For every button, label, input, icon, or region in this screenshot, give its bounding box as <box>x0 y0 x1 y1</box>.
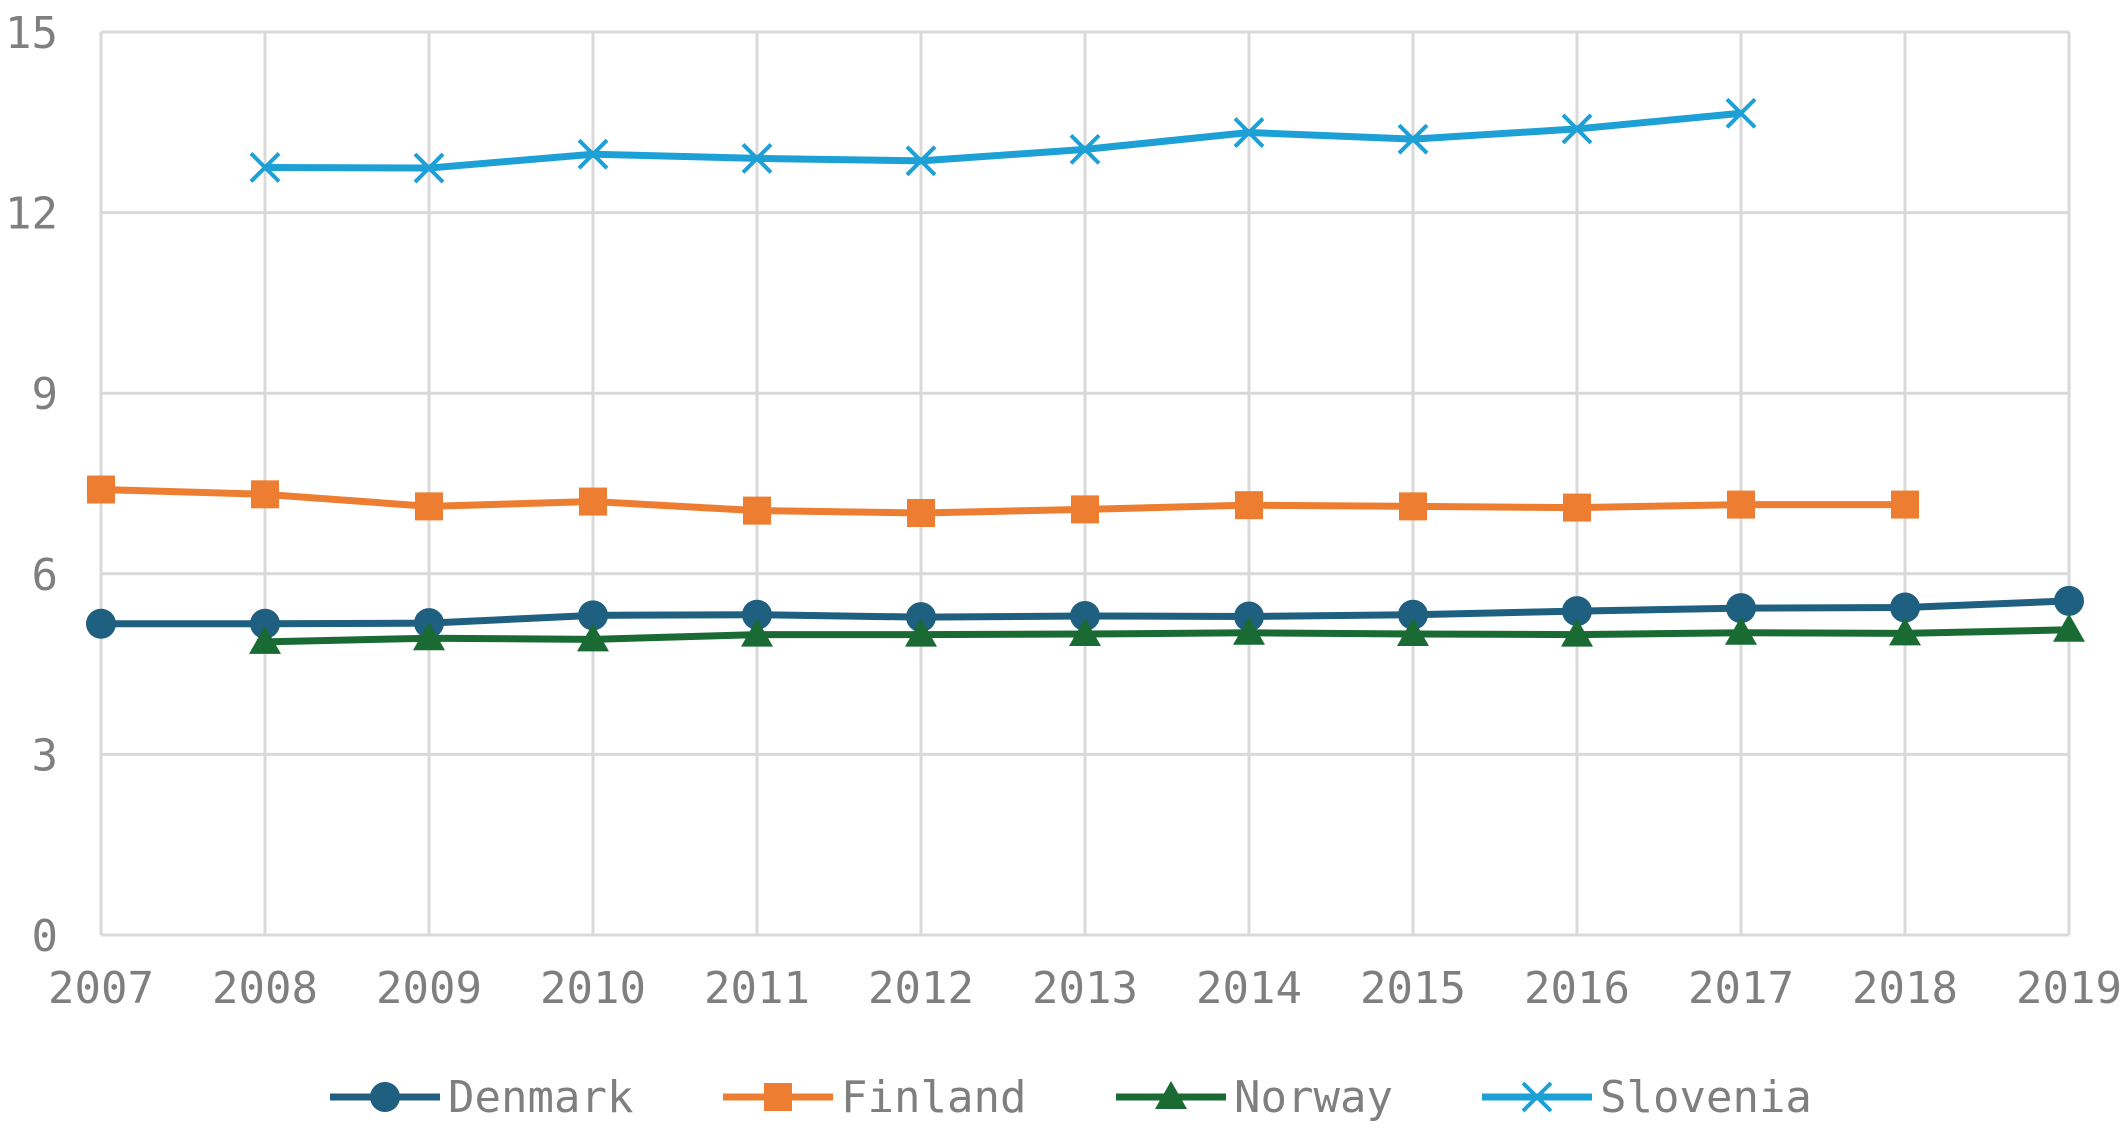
legend-item-denmark: Denmark <box>330 1072 633 1123</box>
data-point-finland <box>1563 493 1591 522</box>
data-point-denmark <box>1726 593 1756 624</box>
data-point-norway <box>1889 617 1921 646</box>
data-point-slovenia <box>1233 117 1265 148</box>
data-point-norway <box>2053 613 2085 642</box>
series-norway <box>249 613 2085 654</box>
data-point-slovenia <box>905 145 937 177</box>
series-line-finland <box>100 486 1905 517</box>
series-line-slovenia <box>264 109 1742 172</box>
data-point-denmark <box>250 608 280 639</box>
data-point-norway <box>577 623 609 652</box>
data-point-norway <box>1725 616 1757 645</box>
series-finland <box>87 475 1919 527</box>
x-tick-label: 2008 <box>212 963 318 1014</box>
data-point-norway <box>1561 618 1593 647</box>
legend: Denmark Finland Norway Slovenia <box>330 1072 1812 1123</box>
data-point-denmark <box>1562 596 1592 627</box>
data-point-norway <box>1397 618 1429 646</box>
x-tick-label: 2016 <box>1524 963 1630 1014</box>
legend-item-finland: Finland <box>723 1072 1026 1123</box>
data-point-denmark <box>1890 592 1920 623</box>
y-tick-label: 3 <box>32 730 59 781</box>
data-point-finland <box>907 498 935 527</box>
legend-marker-slovenia <box>1521 1081 1553 1113</box>
series-group <box>86 97 2085 654</box>
data-point-slovenia <box>1397 123 1429 155</box>
data-point-slovenia <box>741 143 773 174</box>
y-tick-label: 12 <box>5 189 58 240</box>
x-tick-label: 2010 <box>540 963 646 1014</box>
data-point-finland <box>87 475 115 504</box>
data-point-finland <box>1891 490 1919 519</box>
legend-label: Norway <box>1234 1072 1393 1123</box>
data-point-finland <box>415 492 443 521</box>
data-point-denmark <box>2054 585 2084 616</box>
data-point-denmark <box>742 599 772 630</box>
data-point-norway <box>1233 616 1265 645</box>
axes: 0 3 6 9 12 15 2007 2008 2009 2010 2011 2012 2013 2014… <box>5 8 2122 1014</box>
x-tick-label: 2015 <box>1360 963 1466 1014</box>
data-point-slovenia <box>1561 113 1593 145</box>
data-point-denmark <box>1398 599 1428 630</box>
x-tick-label: 2011 <box>704 963 810 1014</box>
data-point-denmark <box>1070 600 1100 631</box>
data-point-finland <box>579 487 607 516</box>
data-point-finland <box>743 496 771 525</box>
x-tick-label: 2018 <box>1852 963 1958 1014</box>
legend-marker-denmark <box>370 1082 400 1112</box>
legend-item-norway: Norway <box>1116 1072 1393 1123</box>
x-tick-label: 2009 <box>376 963 482 1014</box>
y-tick-label: 6 <box>32 550 59 601</box>
y-tick-label: 0 <box>32 911 59 962</box>
data-point-slovenia <box>577 138 609 170</box>
data-point-finland <box>1727 490 1755 519</box>
data-point-finland <box>1235 491 1263 520</box>
data-point-denmark <box>86 608 116 639</box>
y-tick-label: 9 <box>32 369 59 420</box>
data-point-denmark <box>578 600 608 631</box>
x-tick-label: 2013 <box>1032 963 1138 1014</box>
legend-label: Denmark <box>448 1072 633 1123</box>
legend-label: Slovenia <box>1600 1072 1812 1123</box>
data-point-finland <box>1071 495 1099 524</box>
data-point-finland <box>1399 492 1427 521</box>
data-point-norway <box>1069 618 1101 646</box>
grid <box>99 30 2071 935</box>
legend-item-slovenia: Slovenia <box>1482 1072 1812 1123</box>
x-tick-label: 2007 <box>48 963 154 1014</box>
x-tick-label: 2017 <box>1688 963 1794 1014</box>
legend-marker-finland <box>764 1083 792 1111</box>
x-tick-label: 2012 <box>868 963 974 1014</box>
data-point-denmark <box>906 602 936 633</box>
x-tick-label: 2014 <box>1196 963 1302 1014</box>
data-point-norway <box>741 618 773 647</box>
data-point-norway <box>905 618 937 647</box>
series-slovenia <box>249 97 1757 184</box>
y-tick-label: 15 <box>5 8 58 59</box>
data-point-slovenia <box>1725 97 1757 129</box>
legend-marker-norway <box>1155 1081 1187 1109</box>
data-point-norway <box>249 625 281 654</box>
series-line-norway <box>264 626 2070 646</box>
data-point-norway <box>413 622 445 651</box>
data-point-slovenia <box>1069 133 1101 165</box>
data-point-finland <box>251 480 279 509</box>
data-point-slovenia <box>249 152 281 183</box>
data-point-denmark <box>1234 601 1264 632</box>
data-point-slovenia <box>413 152 445 184</box>
x-tick-label: 2019 <box>2016 963 2122 1014</box>
legend-label: Finland <box>841 1072 1026 1123</box>
